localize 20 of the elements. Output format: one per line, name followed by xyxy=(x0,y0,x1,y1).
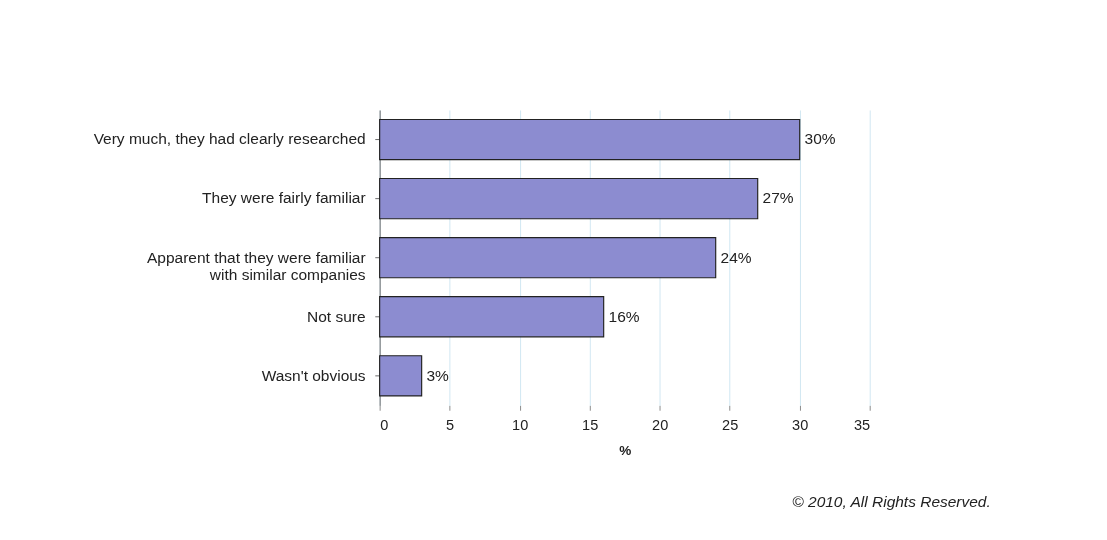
x-tick-label: 30 xyxy=(792,417,809,434)
data-label: 30% xyxy=(804,130,836,148)
x-tick-label: 25 xyxy=(722,417,739,434)
y-tick-label: Wasn't obvious xyxy=(261,366,366,384)
data-label: 3% xyxy=(426,366,450,384)
y-tick-label: They were fairly familiar xyxy=(202,189,366,207)
data-label: 16% xyxy=(608,307,640,325)
x-tick-label: 0 xyxy=(380,417,389,434)
y-tick-label: Very much, they had clearly researched xyxy=(93,130,366,148)
y-tick-label: Not sure xyxy=(307,307,366,325)
x-tick-label: 15 xyxy=(582,417,599,434)
x-tick-label: 10 xyxy=(512,417,529,434)
text: © 2010, All Rights Reserved. xyxy=(792,493,991,511)
x-tick-label: 35 xyxy=(854,417,871,434)
data-label: 24% xyxy=(720,248,752,266)
data-label: 27% xyxy=(762,189,794,207)
x-tick-label: 5 xyxy=(446,417,455,434)
y-tick-label: Apparent that they were familiar with similar companies xyxy=(146,248,366,283)
x-tick-label: 20 xyxy=(652,417,669,434)
x-axis-title: % xyxy=(619,443,632,459)
